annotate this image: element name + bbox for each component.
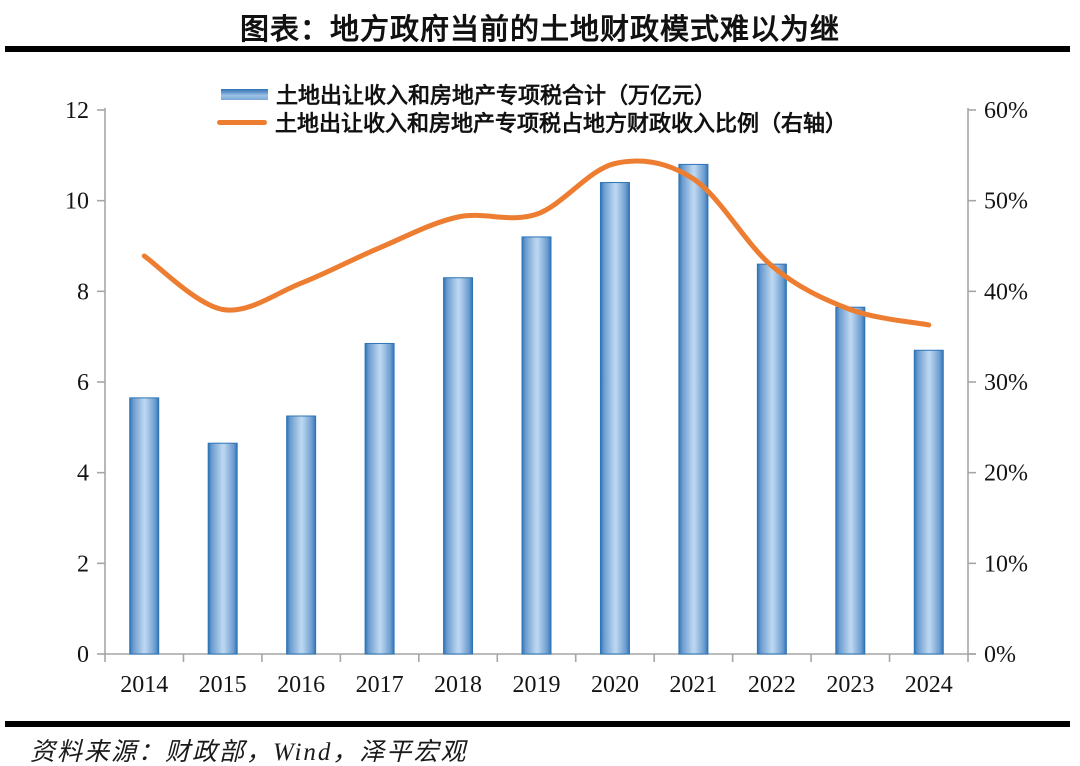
left-axis-tick-label: 6: [77, 370, 89, 396]
left-axis-tick-label: 12: [65, 98, 89, 124]
right-axis-tick-label: 10%: [984, 551, 1028, 577]
ratio-line: [141, 158, 932, 328]
bar-2019: [521, 236, 552, 655]
x-axis-category-label: 2024: [905, 672, 953, 698]
legend-label-bar-series: 土地出让收入和房地产专项税合计（万亿元）: [276, 83, 717, 108]
x-axis-category-label: 2022: [748, 672, 796, 698]
left-axis-tick-label: 8: [77, 279, 89, 305]
left-axis-tick-label: 4: [77, 461, 89, 487]
x-axis-category-label: 2016: [277, 672, 325, 698]
right-axis-tick-label: 30%: [984, 370, 1028, 396]
bar-2017: [364, 342, 395, 655]
x-axis-category-label: 2020: [591, 672, 639, 698]
right-axis-tick-label: 20%: [984, 461, 1028, 487]
bar-2014: [129, 397, 160, 655]
bar-2022: [756, 263, 787, 655]
right-axis-tick-label: 60%: [984, 98, 1028, 124]
left-axis-tick-label: 2: [77, 551, 89, 577]
left-axis-tick-label: 0: [77, 642, 89, 668]
bar-series-swatch: [221, 88, 268, 100]
x-axis-category-label: 2018: [434, 672, 482, 698]
right-axis-tick-label: 0%: [984, 642, 1016, 668]
right-axis-tick-label: 50%: [984, 189, 1028, 215]
x-axis-category-label: 2021: [669, 672, 717, 698]
bar-2015: [207, 442, 238, 655]
bar-2016: [286, 415, 317, 655]
legend-item-bar-series: 土地出让收入和房地产专项税合计（万亿元）: [221, 78, 716, 110]
bar-2018: [443, 277, 474, 655]
x-axis-category-label: 2015: [199, 672, 247, 698]
x-axis-category-label: 2014: [120, 672, 168, 698]
legend-item-line-series: 土地出让收入和房地产专项税占地方财政收入比例（右轴）: [217, 106, 847, 138]
legend-label-line-series: 土地出让收入和房地产专项税占地方财政收入比例（右轴）: [275, 111, 848, 136]
bar-2020: [599, 182, 630, 655]
top-divider: [5, 46, 1070, 52]
x-axis-category-label: 2017: [356, 672, 404, 698]
x-axis-category-label: 2019: [513, 672, 561, 698]
page-title: 图表：地方政府当前的土地财政模式难以为继: [239, 14, 840, 46]
right-axis-tick-label: 40%: [984, 279, 1028, 305]
source-note: 资料来源：财政部，Wind，泽平宏观: [30, 739, 468, 766]
bar-2024: [913, 349, 944, 655]
bottom-divider: [5, 721, 1070, 727]
line-series-swatch: [217, 119, 267, 125]
left-axis-tick-label: 10: [65, 189, 89, 215]
x-axis-category-label: 2023: [826, 672, 874, 698]
bar-2021: [678, 163, 709, 655]
bar-2023: [835, 306, 866, 655]
